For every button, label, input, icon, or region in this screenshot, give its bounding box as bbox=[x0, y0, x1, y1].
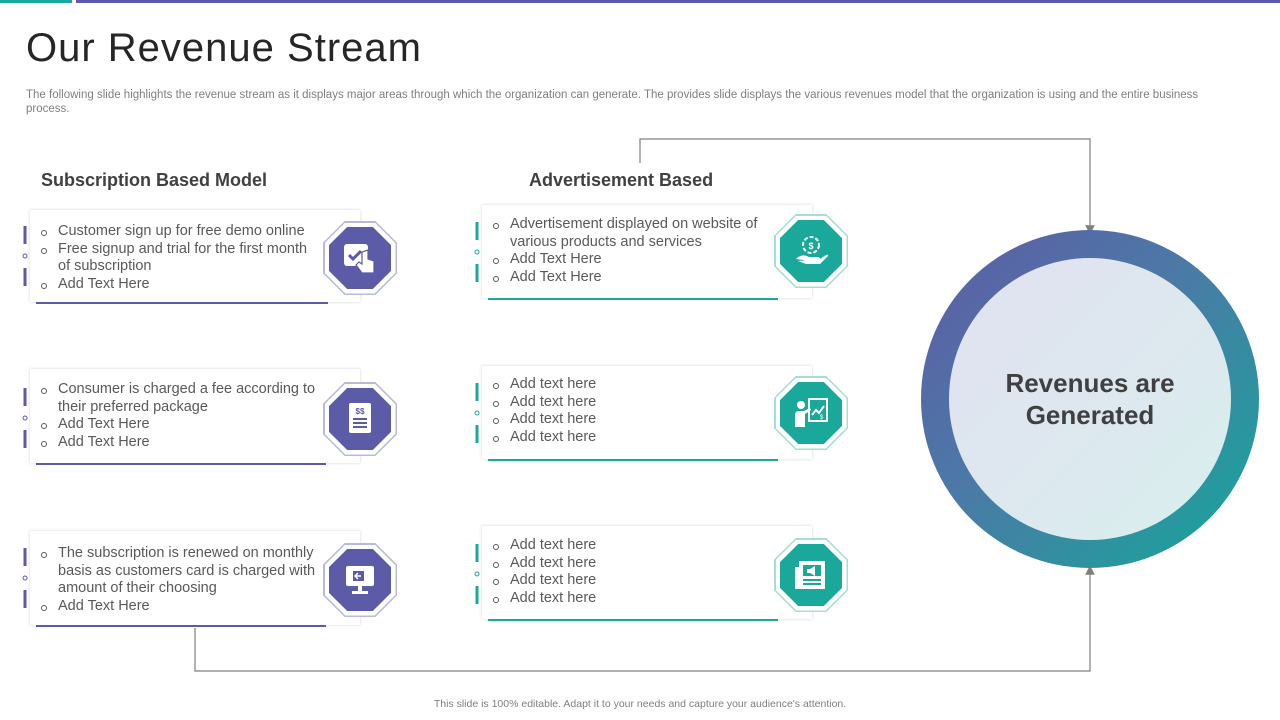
octagon-badge: $$ bbox=[323, 382, 397, 456]
card-underline bbox=[488, 459, 778, 461]
list-item: Add text here bbox=[482, 572, 774, 590]
list-item: Add text here bbox=[482, 376, 774, 394]
revenue-circle: Revenues are Generated bbox=[921, 230, 1259, 568]
revenue-circle-label: Revenues are Generated bbox=[1005, 368, 1175, 430]
card-underline bbox=[488, 298, 778, 300]
octagon-badge: $ bbox=[774, 376, 848, 450]
advertisement-card-2: Add text here Add text here Add text her… bbox=[482, 366, 812, 459]
subscription-heading: Subscription Based Model bbox=[41, 170, 268, 190]
side-marker bbox=[474, 383, 480, 443]
octagon-badge bbox=[774, 538, 848, 612]
card-underline bbox=[36, 463, 326, 465]
list-item: Add text here bbox=[482, 411, 774, 429]
list-item: Add Text Here bbox=[482, 269, 774, 287]
octagon-badge: $ bbox=[774, 214, 848, 288]
subscription-card-3: The subscription is renewed on monthly b… bbox=[30, 531, 360, 625]
list-item: Add Text Here bbox=[482, 251, 774, 269]
subscription-card-1: Customer sign up for free demo online Fr… bbox=[30, 210, 360, 302]
slide-title: Our Revenue Stream bbox=[26, 26, 422, 70]
octagon-badge bbox=[323, 543, 397, 617]
hand-coin-icon: $ bbox=[780, 220, 842, 282]
card-underline bbox=[36, 625, 326, 627]
list-item: Add text here bbox=[482, 429, 774, 447]
side-marker bbox=[22, 226, 28, 286]
top-bar bbox=[76, 0, 1280, 3]
list-item: Customer sign up for free demo online bbox=[30, 223, 320, 241]
list-item: Add Text Here bbox=[30, 598, 320, 616]
list-item: Consumer is charged a fee according to t… bbox=[30, 381, 320, 416]
side-marker bbox=[22, 548, 28, 608]
list-item: Add text here bbox=[482, 555, 774, 573]
card-underline bbox=[488, 619, 778, 621]
list-item: Add Text Here bbox=[30, 416, 320, 434]
svg-text:$$: $$ bbox=[356, 407, 365, 416]
presenter-chart-icon: $ bbox=[780, 382, 842, 444]
list-item: Add text here bbox=[482, 394, 774, 412]
octagon-badge bbox=[323, 221, 397, 295]
invoice-dollar-icon: $$ bbox=[329, 388, 391, 450]
monitor-card-icon bbox=[329, 549, 391, 611]
list-item: Add Text Here bbox=[30, 276, 320, 294]
list-item: Add Text Here bbox=[30, 434, 320, 452]
list-item: Advertisement displayed on website of va… bbox=[482, 216, 774, 251]
card-underline bbox=[36, 302, 328, 304]
slide-subtitle: The following slide highlights the reven… bbox=[26, 89, 1199, 115]
newspaper-megaphone-icon bbox=[780, 544, 842, 606]
list-item: Free signup and trial for the first mont… bbox=[30, 241, 320, 276]
advertisement-card-3: Add text here Add text here Add text her… bbox=[482, 526, 812, 619]
list-item: Add text here bbox=[482, 537, 774, 555]
svg-text:$: $ bbox=[820, 415, 824, 421]
hand-tap-icon bbox=[329, 227, 391, 289]
list-item: The subscription is renewed on monthly b… bbox=[30, 545, 320, 598]
advertisement-heading: Advertisement Based bbox=[529, 170, 714, 190]
list-item: Add text here bbox=[482, 590, 774, 608]
advertisement-card-1: Advertisement displayed on website of va… bbox=[482, 205, 812, 298]
svg-text:$: $ bbox=[808, 241, 813, 251]
slide-footer: This slide is 100% editable. Adapt it to… bbox=[433, 698, 847, 710]
top-accent-bar bbox=[0, 0, 72, 3]
side-marker bbox=[474, 544, 480, 604]
side-marker bbox=[22, 388, 28, 448]
subscription-card-2: Consumer is charged a fee according to t… bbox=[30, 369, 360, 463]
side-marker bbox=[474, 222, 480, 282]
